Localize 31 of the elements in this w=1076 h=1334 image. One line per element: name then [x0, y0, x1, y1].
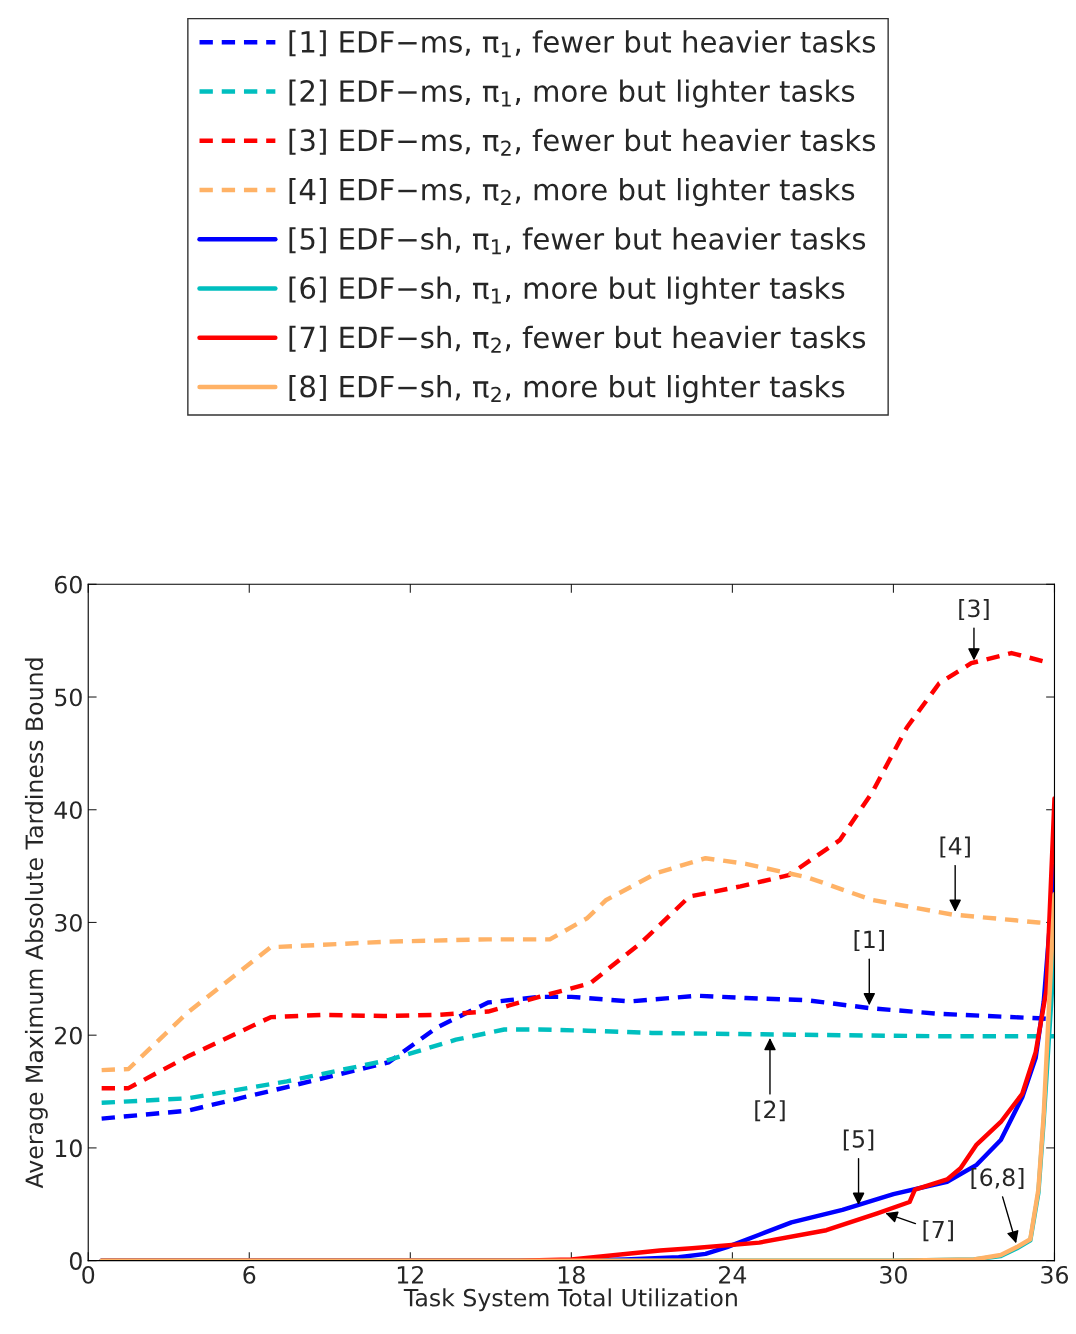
annotation: [2] [755, 1100, 785, 1122]
x-tick-label: 12 [397, 1265, 423, 1284]
annotation: [3] [959, 598, 989, 621]
x-axis-title: Task System Total Utilization [403, 1288, 737, 1312]
legend-label: [1] EDF−ms, π$_{1}$, fewer but heavier tasks [289, 30, 876, 58]
x-tick-label: 0 [82, 1265, 95, 1284]
legend-label: [7] EDF−sh, π$_{2}$, fewer but heavier tasks [289, 325, 866, 353]
legend-label: [2] EDF−ms, π$_{1}$, more but lighter tasks [289, 79, 855, 108]
legend-label: [6] EDF−sh, π$_{1}$, more but lighter tasks [289, 276, 845, 305]
x-tick-label: 24 [719, 1265, 747, 1284]
y-tick-label: 40 [54, 801, 82, 820]
y-tick-label: 50 [55, 688, 82, 707]
annotation: [5] [843, 1129, 874, 1151]
legend-label: [3] EDF−ms, π$_{2}$, fewer but heavier tasks [289, 128, 876, 156]
x-tick-label: 6 [243, 1265, 256, 1284]
x-tick-label: 30 [880, 1265, 907, 1284]
y-tick-label: 0 [69, 1252, 82, 1270]
y-tick-label: 20 [55, 1026, 82, 1045]
annotation: [1] [854, 930, 884, 952]
x-tick-label: 18 [558, 1265, 585, 1284]
legend-label: [8] EDF−sh, π$_{2}$, more but lighter tasks [289, 375, 845, 404]
y-tick-label: 60 [54, 575, 82, 594]
y-tick-label: 30 [55, 913, 82, 932]
annotation: [7] [923, 1220, 953, 1242]
annotation: [6,8] [971, 1167, 1024, 1189]
legend-label: [4] EDF−ms, π$_{2}$, more but lighter tasks [289, 178, 855, 207]
x-tick-label: 36 [1041, 1265, 1069, 1284]
legend-label: [5] EDF−sh, π$_{1}$, fewer but heavier tasks [289, 227, 866, 255]
y-tick-label: 10 [55, 1139, 82, 1158]
annotation: [4] [940, 836, 970, 858]
y-axis-title: Average Maximum Absolute Tardiness Bound [24, 658, 48, 1189]
